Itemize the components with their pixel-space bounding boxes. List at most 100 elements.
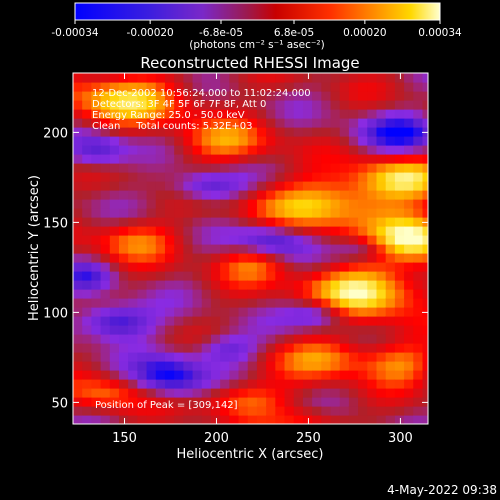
- heatmap-cell: [238, 280, 249, 290]
- heatmap-cell: [339, 244, 350, 254]
- heatmap-cell: [422, 388, 428, 398]
- heatmap-cell: [358, 235, 368, 245]
- heatmap-cell: [128, 307, 138, 317]
- heatmap-cell: [312, 244, 322, 254]
- heatmap-cell: [275, 325, 286, 335]
- heatmap-cell: [256, 109, 267, 119]
- heatmap-cell: [266, 145, 276, 155]
- heatmap-cell: [321, 388, 332, 398]
- heatmap-cell: [376, 190, 387, 200]
- heatmap-cell: [422, 154, 428, 164]
- heatmap-cell: [91, 109, 102, 119]
- heatmap-cell: [321, 316, 332, 326]
- heatmap-cell: [302, 325, 313, 335]
- heatmap-cell: [238, 334, 249, 344]
- heatmap-cell: [376, 217, 387, 227]
- heatmap-cell: [376, 235, 387, 245]
- heatmap-cell: [358, 271, 368, 281]
- heatmap-cell: [192, 118, 203, 128]
- heatmap-cell: [155, 127, 166, 137]
- heatmap-cell: [339, 325, 350, 335]
- heatmap-cell: [394, 415, 405, 424]
- heatmap-cell: [247, 388, 258, 398]
- heatmap-cell: [229, 244, 240, 254]
- heatmap-cell: [413, 262, 424, 272]
- heatmap-cell: [422, 325, 428, 335]
- heatmap-cell: [109, 397, 120, 407]
- heatmap-cell: [404, 145, 414, 155]
- heatmap-cell: [358, 343, 368, 353]
- heatmap-cell: [164, 352, 175, 362]
- heatmap-cell: [164, 73, 175, 83]
- heatmap-cell: [293, 199, 304, 209]
- heatmap-cell: [201, 379, 212, 389]
- heatmap-cell: [312, 361, 322, 371]
- heatmap-cell: [91, 307, 102, 317]
- heatmap-cell: [229, 190, 240, 200]
- heatmap-cell: [238, 298, 249, 308]
- heatmap-cell: [302, 244, 313, 254]
- heatmap-cell: [128, 361, 138, 371]
- heatmap-cell: [229, 253, 240, 263]
- heatmap-cell: [118, 217, 129, 227]
- heatmap-cell: [109, 100, 120, 110]
- heatmap-cell: [192, 289, 203, 299]
- heatmap-cell: [284, 235, 295, 245]
- x-tick-label: 300: [388, 431, 413, 446]
- heatmap-cell: [164, 343, 175, 353]
- heatmap-cell: [256, 145, 267, 155]
- heatmap-cell: [82, 217, 92, 227]
- heatmap-cell: [404, 217, 414, 227]
- heatmap-cell: [358, 127, 368, 137]
- heatmap-cell: [367, 181, 378, 191]
- heatmap-cell: [118, 370, 129, 380]
- heatmap-cell: [293, 397, 304, 407]
- heatmap-cell: [128, 415, 138, 424]
- heatmap-cell: [367, 145, 378, 155]
- heatmap-cell: [312, 181, 322, 191]
- heatmap-cell: [155, 163, 166, 173]
- heatmap-cell: [330, 127, 341, 137]
- heatmap-cell: [210, 289, 221, 299]
- heatmap-cell: [422, 316, 428, 326]
- heatmap-cell: [109, 334, 120, 344]
- heatmap-cell: [183, 361, 194, 371]
- heatmap-cell: [109, 325, 120, 335]
- heatmap-cell: [284, 343, 295, 353]
- heatmap-cell: [192, 208, 203, 218]
- heatmap-cell: [404, 388, 414, 398]
- heatmap-cell: [220, 127, 230, 137]
- heatmap-cell: [376, 271, 387, 281]
- heatmap-cell: [422, 100, 428, 110]
- heatmap-cell: [312, 172, 322, 182]
- heatmap-cell: [284, 217, 295, 227]
- heatmap-cell: [137, 217, 148, 227]
- heatmap-cell: [312, 343, 322, 353]
- heatmap-cell: [404, 91, 414, 101]
- heatmap-cell: [376, 316, 387, 326]
- heatmap-cell: [413, 289, 424, 299]
- heatmap-cell: [155, 73, 166, 83]
- heatmap-cell: [109, 73, 120, 83]
- heatmap-cell: [321, 226, 332, 236]
- heatmap-cell: [238, 208, 249, 218]
- heatmap-cell: [201, 154, 212, 164]
- heatmap-cell: [348, 307, 359, 317]
- heatmap-cell: [229, 118, 240, 128]
- heatmap-cell: [339, 253, 350, 263]
- heatmap-cell: [256, 127, 267, 137]
- heatmap-cell: [118, 235, 129, 245]
- heatmap-cell: [247, 379, 258, 389]
- heatmap-cell: [321, 172, 332, 182]
- heatmap-cell: [210, 253, 221, 263]
- heatmap-cell: [174, 370, 184, 380]
- heatmap-cell: [109, 91, 120, 101]
- heatmap-cell: [91, 136, 102, 146]
- heatmap-cell: [118, 190, 129, 200]
- heatmap-cell: [302, 73, 313, 83]
- heatmap-cell: [174, 298, 184, 308]
- heatmap-cell: [201, 235, 212, 245]
- heatmap-cell: [348, 82, 359, 92]
- heatmap-cell: [413, 217, 424, 227]
- heatmap-cell: [229, 127, 240, 137]
